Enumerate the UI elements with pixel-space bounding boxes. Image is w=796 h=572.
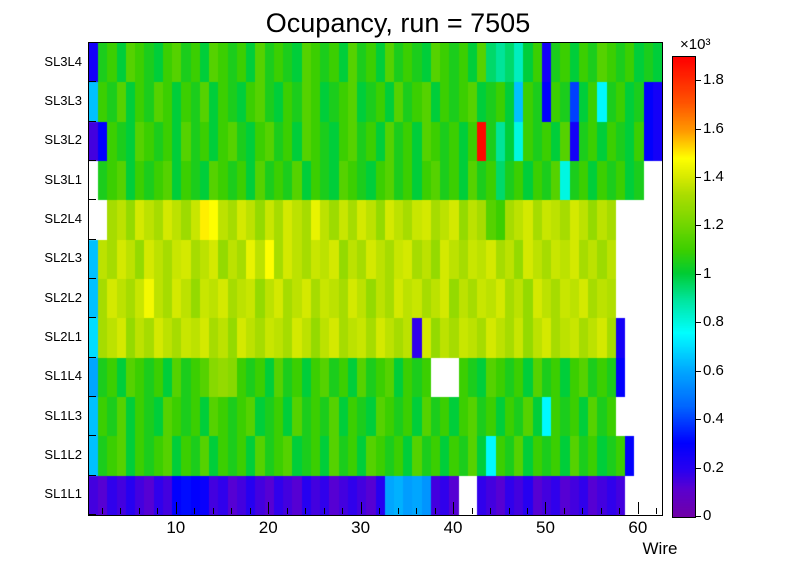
x-axis-minor-tick xyxy=(305,508,307,514)
y-axis-tick xyxy=(89,357,96,358)
y-axis-label: SL3L4 xyxy=(44,53,82,69)
x-axis-minor-tick xyxy=(194,508,196,514)
x-axis-minor-tick xyxy=(157,508,159,514)
y-axis-label: SL2L4 xyxy=(44,211,82,226)
y-axis-label: SL1L2 xyxy=(44,447,82,462)
x-axis-minor-tick xyxy=(416,508,418,514)
x-axis-minor-tick xyxy=(286,508,288,514)
x-axis-tick xyxy=(453,502,455,514)
colorbar-tick xyxy=(696,322,701,323)
y-axis-tick xyxy=(89,239,96,240)
colorbar-tick-label: 0.4 xyxy=(703,410,724,427)
x-axis-minor-tick xyxy=(471,508,473,514)
colorbar-tick xyxy=(696,80,701,81)
x-axis-minor-tick xyxy=(138,508,140,514)
x-axis-minor-tick xyxy=(397,508,399,514)
colorbar-tick xyxy=(696,177,701,178)
y-axis-tick xyxy=(89,81,96,82)
y-axis-tick xyxy=(89,396,96,397)
x-axis-minor-tick xyxy=(342,508,344,514)
colorbar-exponent-label: ×10³ xyxy=(680,36,711,53)
x-axis-tick xyxy=(175,502,177,514)
y-axis-label: SL3L2 xyxy=(44,132,82,148)
x-axis-minor-tick xyxy=(212,508,214,514)
x-axis-minor-tick xyxy=(490,508,492,514)
y-axis-label: SL1L1 xyxy=(44,486,82,502)
colorbar-tick-label: 1 xyxy=(703,265,712,282)
colorbar-tick xyxy=(696,129,701,130)
x-axis-minor-tick xyxy=(231,508,233,514)
y-axis-label: SL2L1 xyxy=(44,329,82,344)
colorbar-tick xyxy=(696,468,701,469)
y-axis-tick xyxy=(89,435,96,436)
y-axis-tick xyxy=(89,121,96,122)
colorbar-tick-label: 0.8 xyxy=(703,313,724,330)
heatmap-canvas xyxy=(89,43,662,515)
colorbar-tick xyxy=(696,274,701,275)
chart-title: Ocupancy, run = 7505 xyxy=(265,8,531,38)
x-axis-minor-tick xyxy=(101,508,103,514)
y-axis-tick xyxy=(89,317,96,318)
x-axis-tick-label: 20 xyxy=(258,518,278,537)
x-axis-tick-label: 50 xyxy=(536,518,555,537)
x-axis-tick-label: 10 xyxy=(166,518,186,537)
y-axis-tick xyxy=(89,514,96,515)
x-axis-minor-tick xyxy=(563,508,565,514)
colorbar-tick-label: 1.8 xyxy=(703,71,724,88)
x-axis-minor-tick xyxy=(619,508,621,514)
y-axis-label: SL3L1 xyxy=(44,171,82,187)
x-axis-tick xyxy=(360,502,362,514)
x-axis-minor-tick xyxy=(526,508,528,514)
x-axis-tick xyxy=(637,502,639,514)
colorbar-canvas xyxy=(673,57,695,517)
x-axis-tick xyxy=(268,502,270,514)
colorbar-tick-label: 1.6 xyxy=(703,120,724,137)
x-axis-minor-tick xyxy=(656,508,658,514)
y-axis-tick xyxy=(89,199,96,200)
y-axis-label: SL1L4 xyxy=(44,368,82,384)
colorbar-tick-label: 0.2 xyxy=(703,459,724,476)
x-axis-minor-tick xyxy=(249,508,251,514)
x-axis-title: Wire xyxy=(642,539,678,558)
colorbar xyxy=(672,56,696,518)
x-axis-minor-tick xyxy=(120,508,122,514)
x-axis-minor-tick xyxy=(582,508,584,514)
colorbar-tick xyxy=(696,419,701,420)
x-axis-tick-label: 40 xyxy=(443,518,463,537)
plot-frame xyxy=(88,42,663,516)
x-axis-minor-tick xyxy=(379,508,381,514)
y-axis-tick xyxy=(89,160,96,161)
y-axis-tick xyxy=(89,42,96,43)
y-axis-tick xyxy=(89,475,96,476)
colorbar-tick xyxy=(696,371,701,372)
y-axis-tick xyxy=(89,278,96,279)
x-axis-minor-tick xyxy=(508,508,510,514)
x-axis-minor-tick xyxy=(434,508,436,514)
colorbar-tick xyxy=(696,516,701,517)
colorbar-tick-label: 0.6 xyxy=(703,362,724,379)
y-axis-label: SL1L3 xyxy=(44,407,82,423)
x-axis-tick-label: 30 xyxy=(351,518,371,537)
x-axis-tick-label: 60 xyxy=(628,518,648,537)
colorbar-tick-label: 1.2 xyxy=(703,216,724,233)
colorbar-tick-label: 0 xyxy=(703,507,712,524)
colorbar-tick-label: 1.4 xyxy=(703,168,724,185)
colorbar-tick xyxy=(696,225,701,226)
y-axis-label: SL3L3 xyxy=(44,93,82,108)
y-axis-label: SL2L2 xyxy=(44,289,82,305)
x-axis-minor-tick xyxy=(323,508,325,514)
x-axis-tick xyxy=(545,502,547,514)
x-axis-minor-tick xyxy=(600,508,602,514)
y-axis-label: SL2L3 xyxy=(44,250,82,266)
